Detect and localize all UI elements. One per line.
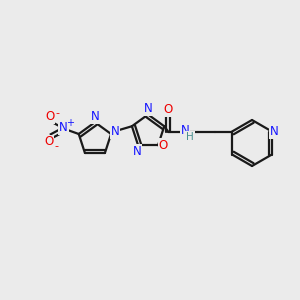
- Text: N: N: [111, 125, 119, 139]
- Text: N: N: [144, 102, 152, 115]
- Text: O: O: [45, 110, 54, 124]
- Text: -: -: [56, 108, 60, 118]
- Text: N: N: [269, 125, 278, 138]
- Text: N: N: [91, 110, 99, 123]
- Text: O: O: [158, 139, 168, 152]
- Text: N: N: [181, 124, 190, 137]
- Text: H: H: [186, 131, 194, 142]
- Text: O: O: [44, 136, 53, 148]
- Text: N: N: [133, 145, 142, 158]
- Text: N: N: [59, 122, 68, 134]
- Text: -: -: [55, 141, 59, 151]
- Text: O: O: [164, 103, 173, 116]
- Text: +: +: [66, 118, 74, 128]
